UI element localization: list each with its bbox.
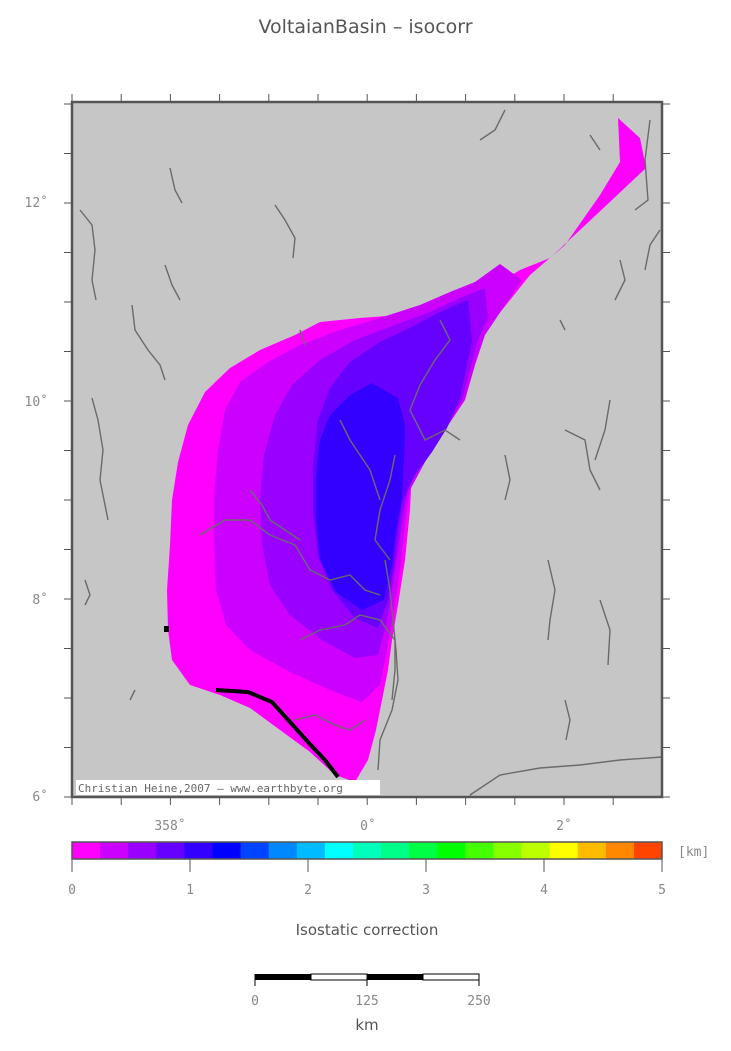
colorbar-label-0: 0 <box>68 883 76 898</box>
lat-label-6: 6˚ <box>32 789 48 805</box>
zone-4 <box>316 383 405 610</box>
colorbar-cell <box>549 842 579 859</box>
lat-label-10: 10˚ <box>25 394 48 410</box>
colorbar-caption: Isostatic correction <box>296 921 439 939</box>
colorbar-cell <box>633 842 663 859</box>
map-panel: Christian Heine,2007 – www.earthbyte.org <box>70 100 664 799</box>
colorbar-label-2: 2 <box>304 883 312 898</box>
colorbar-cell <box>324 842 354 859</box>
colorbar-cell <box>409 842 438 859</box>
colorbar-cell <box>296 842 326 859</box>
map-ticks <box>64 94 670 805</box>
colorbar-cells <box>72 842 663 859</box>
colorbar-frame <box>71 841 663 860</box>
colorbar-cell <box>128 842 157 859</box>
scalebar-label-125: 125 <box>355 994 378 1009</box>
scalebar-unit: km <box>355 1016 378 1034</box>
colorbar-cell <box>437 842 466 859</box>
colorbar-cell <box>352 842 382 859</box>
colorbar-cell <box>156 842 185 859</box>
colorbar-label-1: 1 <box>186 883 194 898</box>
colorbar-label-4: 4 <box>540 883 548 898</box>
colorbar-unit: [km] <box>678 845 709 860</box>
colorbar-cell <box>212 842 242 859</box>
colorbar-label-3: 3 <box>422 883 430 898</box>
coastline <box>215 688 340 779</box>
lon-label-2: 2˚ <box>556 818 572 834</box>
scalebar-label-0: 0 <box>251 994 259 1009</box>
colorbar-cell <box>184 842 213 859</box>
colorbar-cell <box>72 842 101 859</box>
colorbar-cell <box>381 842 410 859</box>
colorbar-cell <box>240 842 270 859</box>
colorbar-label-5: 5 <box>658 883 666 898</box>
colorbar-cell <box>493 842 523 859</box>
basin-zones <box>167 118 646 782</box>
scalebar-label-250: 250 <box>467 994 490 1009</box>
coast-mark <box>164 626 169 632</box>
lon-label-358: 358˚ <box>154 818 185 834</box>
scalebar-seg-3 <box>367 974 423 980</box>
scalebar-seg-1 <box>255 974 311 980</box>
scalebar-seg-2 <box>310 973 368 981</box>
credit-text: Christian Heine,2007 – www.earthbyte.org <box>78 782 343 795</box>
map-title: VoltaianBasin – isocorr <box>258 16 473 38</box>
scalebar-seg-4 <box>422 973 480 981</box>
rivers <box>79 109 662 796</box>
lat-label-8: 8˚ <box>32 592 48 608</box>
colorbar-cell <box>268 842 298 859</box>
colorbar: [km] 0 1 2 3 4 5 Isostatic correction <box>68 841 709 939</box>
credit-box <box>76 780 380 795</box>
colorbar-cell <box>465 842 494 859</box>
colorbar-cell <box>605 842 635 859</box>
colorbar-cell <box>521 842 551 859</box>
scalebar: 0 125 250 km <box>251 973 491 1034</box>
colorbar-cell <box>100 842 129 859</box>
lat-label-12: 12˚ <box>25 195 48 211</box>
colorbar-cell <box>577 842 607 859</box>
lon-label-0: 0˚ <box>360 818 376 834</box>
